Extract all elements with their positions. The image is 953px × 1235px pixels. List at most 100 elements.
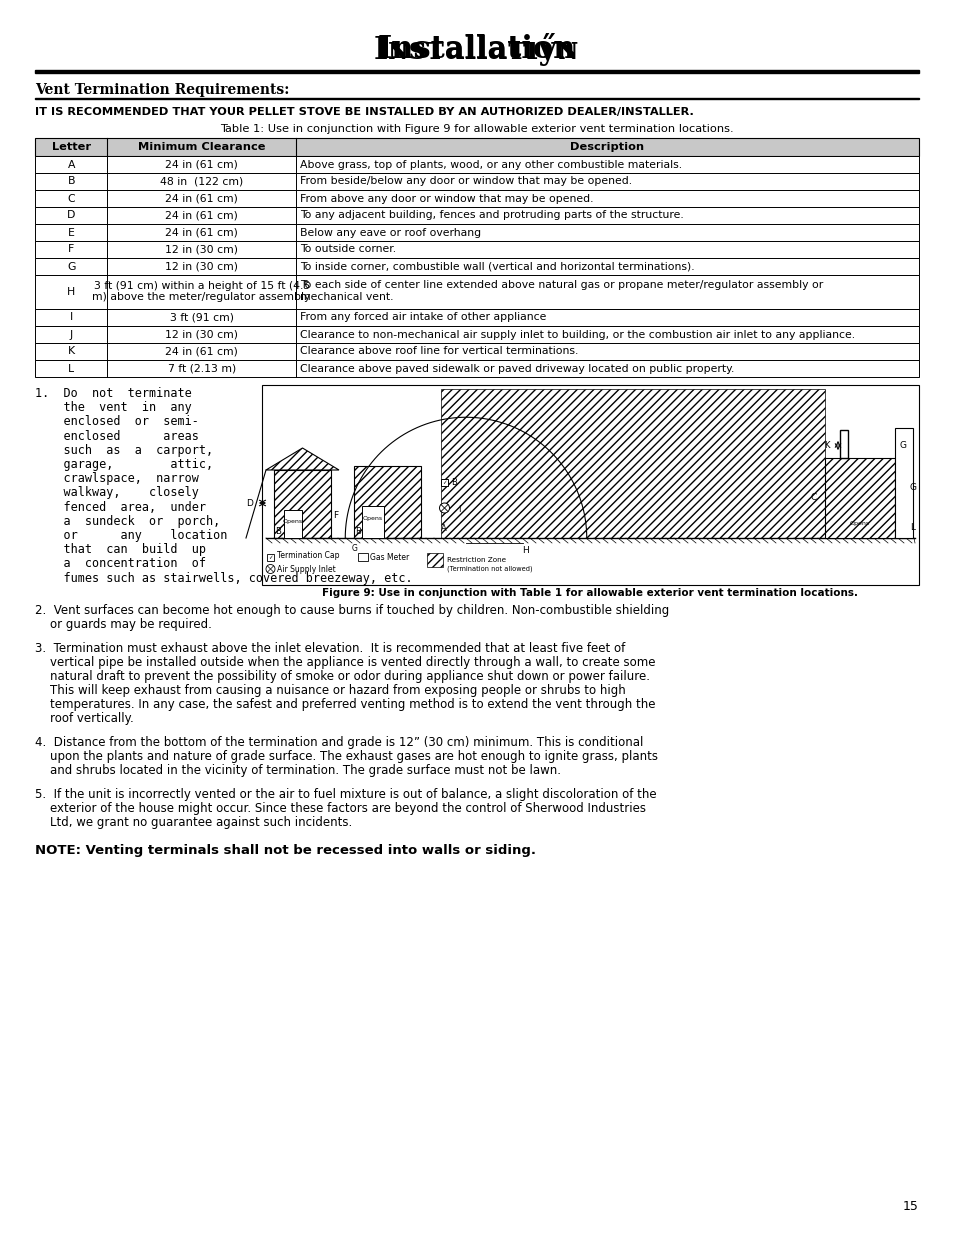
Text: G: G [899,441,906,451]
Text: H: H [522,546,529,555]
Text: From any forced air intake of other appliance: From any forced air intake of other appl… [299,312,545,322]
Text: Clearance above roof line for vertical terminations.: Clearance above roof line for vertical t… [299,347,578,357]
Text: and shrubs located in the vicinity of termination. The grade surface must not be: and shrubs located in the vicinity of te… [35,764,560,777]
Bar [35,138,918,156]
Text: 12 in (30 cm): 12 in (30 cm) [165,245,238,254]
Bar [427,553,442,567]
Text: Opens: Opens [849,520,869,526]
Text: Vent Termination Requirements:: Vent Termination Requirements: [35,83,289,98]
Text: garage,        attic,: garage, attic, [35,458,213,471]
Bar [262,385,918,585]
Text: 3 ft (91 cm): 3 ft (91 cm) [170,312,233,322]
Text: Restriction Zone: Restriction Zone [447,557,506,563]
Text: B: B [274,527,280,536]
Text: NOTE: Venting terminals shall not be recessed into walls or siding.: NOTE: Venting terminals shall not be rec… [35,844,536,857]
Text: 7 ft (2.13 m): 7 ft (2.13 m) [168,363,235,373]
Text: Figure 9: Use in conjunction with Table 1 for allowable exterior vent terminatio: Figure 9: Use in conjunction with Table … [322,588,858,598]
Bar [35,258,918,275]
Text: crawlspace,  narrow: crawlspace, narrow [35,472,198,485]
Bar [35,156,918,173]
Text: Termination Cap: Termination Cap [276,551,339,559]
Text: the  vent  in  any: the vent in any [35,401,192,414]
Text: that  can  build  up: that can build up [35,543,206,556]
Bar [354,466,420,538]
Text: D: D [67,210,75,221]
Text: Iɴѕтаllатıӳɴ: Iɴѕтаllатıӳɴ [374,33,579,67]
Text: G: G [909,483,916,493]
Text: natural draft to prevent the possibility of smoke or odor during appliance shut : natural draft to prevent the possibility… [35,671,649,683]
Bar [35,69,918,73]
Text: 1.  Do  not  terminate: 1. Do not terminate [35,387,192,400]
Text: m) above the meter/regulator assembly: m) above the meter/regulator assembly [92,291,311,303]
Bar [284,510,302,538]
Text: This will keep exhaust from causing a nuisance or hazard from exposing people or: This will keep exhaust from causing a nu… [35,684,625,697]
Text: From beside/below any door or window that may be opened.: From beside/below any door or window tha… [299,177,631,186]
Text: Description: Description [570,142,644,152]
Text: 24 in (61 cm): 24 in (61 cm) [165,227,238,237]
Text: Gas Meter: Gas Meter [370,552,409,562]
Bar [267,555,274,561]
Circle shape [266,564,274,573]
Text: Ltd, we grant no guarantee against such incidents.: Ltd, we grant no guarantee against such … [35,816,352,829]
Bar [824,458,894,538]
Text: To any adjacent building, fences and protruding parts of the structure.: To any adjacent building, fences and pro… [299,210,682,221]
Text: 3.  Termination must exhaust above the inlet elevation.  It is recommended that : 3. Termination must exhaust above the in… [35,642,624,655]
Bar [35,343,918,359]
Text: walkway,    closely: walkway, closely [35,487,198,499]
Text: exterior of the house might occur. Since these factors are beyond the control of: exterior of the house might occur. Since… [35,802,645,815]
Text: enclosed      areas: enclosed areas [35,430,198,442]
Text: F: F [68,245,74,254]
Text: Minimum Clearance: Minimum Clearance [138,142,265,152]
Bar [357,553,368,561]
Text: From above any door or window that may be opened.: From above any door or window that may b… [299,194,593,204]
Text: To each side of center line extended above natural gas or propane meter/regulato: To each side of center line extended abo… [299,280,822,290]
Text: To outside corner.: To outside corner. [299,245,395,254]
Text: A: A [68,159,75,169]
Bar [35,309,918,326]
Circle shape [439,503,449,513]
Text: 24 in (61 cm): 24 in (61 cm) [165,210,238,221]
Text: 48 in  (122 cm): 48 in (122 cm) [160,177,243,186]
Text: or guards may be required.: or guards may be required. [35,618,212,631]
Bar [894,429,912,538]
Text: such  as  a  carport,: such as a carport, [35,443,213,457]
Text: 3 ft (91 cm) within a height of 15 ft (4.5: 3 ft (91 cm) within a height of 15 ft (4… [93,282,310,291]
Bar [35,224,918,241]
Text: 12 in (30 cm): 12 in (30 cm) [165,262,238,272]
Bar [440,479,448,487]
Text: C: C [810,494,816,503]
Text: Opens: Opens [283,519,303,524]
Text: ✓: ✓ [442,480,446,485]
Text: 24 in (61 cm): 24 in (61 cm) [165,194,238,204]
Text: 12 in (30 cm): 12 in (30 cm) [165,330,238,340]
Text: B: B [355,527,360,536]
Text: K: K [68,347,74,357]
Text: Above grass, top of plants, wood, or any other combustible materials.: Above grass, top of plants, wood, or any… [299,159,681,169]
Text: 5.  If the unit is incorrectly vented or the air to fuel mixture is out of balan: 5. If the unit is incorrectly vented or … [35,788,656,802]
Bar [440,389,824,538]
Bar [35,207,918,224]
Text: ✓: ✓ [268,555,273,559]
Text: Clearance above paved sidewalk or paved driveway located on public property.: Clearance above paved sidewalk or paved … [299,363,734,373]
Text: mechanical vent.: mechanical vent. [299,291,393,303]
Text: L: L [909,524,914,532]
Text: fenced  area,  under: fenced area, under [35,500,206,514]
Bar [274,471,331,538]
Text: Table 1: Use in conjunction with Figure 9 for allowable exterior vent terminatio: Table 1: Use in conjunction with Figure … [220,124,733,135]
Text: 24 in (61 cm): 24 in (61 cm) [165,159,238,169]
Text: I: I [70,312,72,322]
Text: B: B [451,478,456,487]
Text: To inside corner, combustible wall (vertical and horizontal terminations).: To inside corner, combustible wall (vert… [299,262,694,272]
Text: Letter: Letter [51,142,91,152]
Bar [361,506,384,538]
Text: G: G [352,543,357,553]
Polygon shape [266,448,338,471]
Text: temperatures. In any case, the safest and preferred venting method is to extend : temperatures. In any case, the safest an… [35,698,655,711]
Text: H: H [67,287,75,296]
Text: vertical pipe be installed outside when the appliance is vented directly through: vertical pipe be installed outside when … [35,656,655,669]
Text: enclosed  or  semi-: enclosed or semi- [35,415,198,429]
Text: A: A [440,524,446,534]
Bar [35,326,918,343]
Text: B: B [68,177,75,186]
Bar [35,241,918,258]
